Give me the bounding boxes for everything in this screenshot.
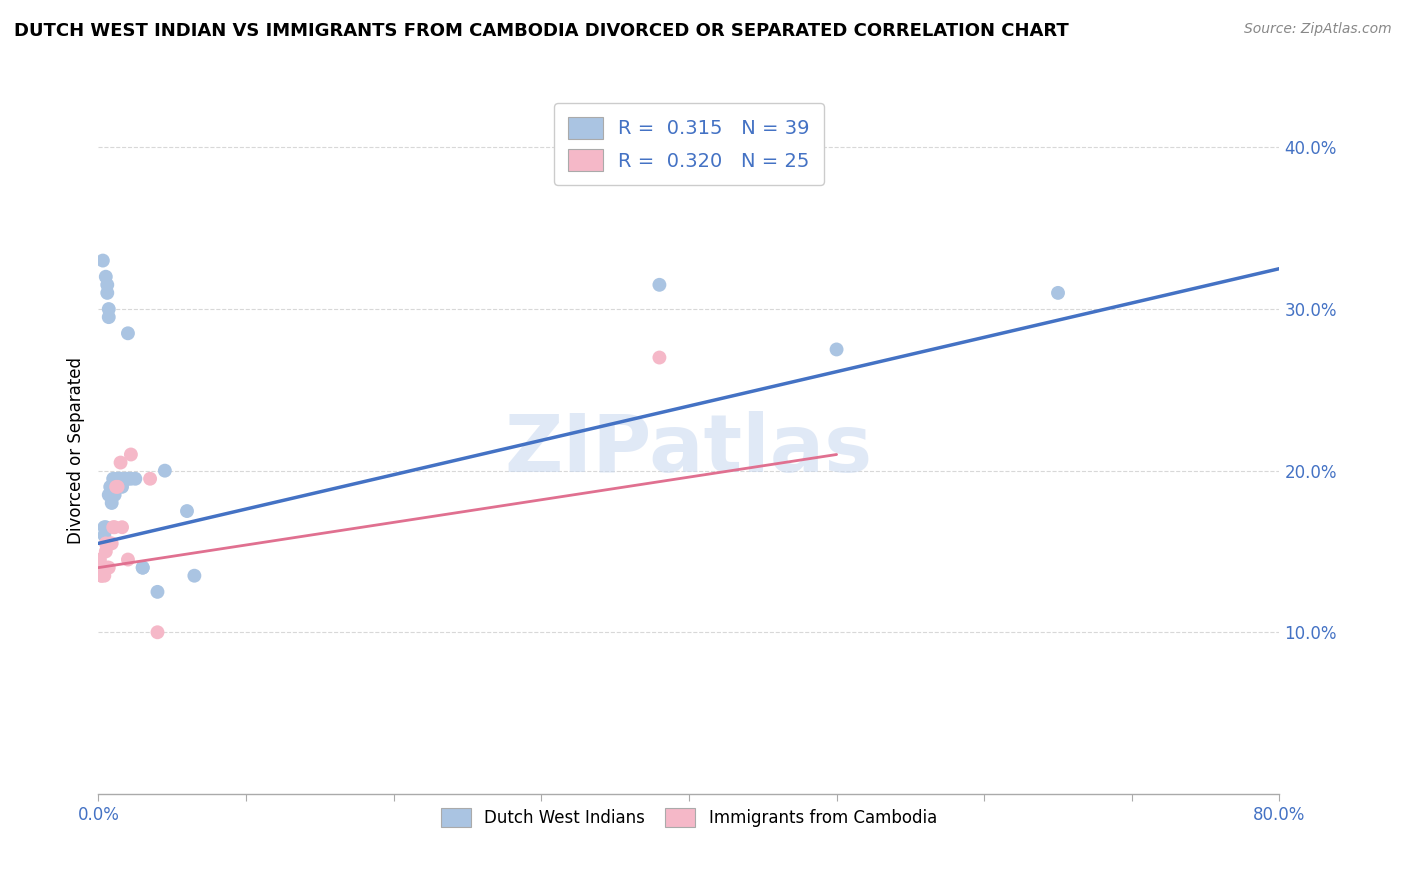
Text: ZIPatlas: ZIPatlas (505, 411, 873, 490)
Point (111, 520, 134, 534)
Point (90, 568, 112, 582)
Point (96, 560, 118, 574)
Point (132, 560, 155, 574)
Point (93, 568, 115, 582)
Point (176, 504, 198, 518)
Point (648, 351, 671, 365)
Point (103, 472, 125, 486)
Point (91, 560, 114, 574)
Point (103, 488, 125, 502)
Point (97, 560, 120, 574)
Text: Source: ZipAtlas.com: Source: ZipAtlas.com (1244, 22, 1392, 37)
Point (100, 536, 122, 550)
Point (120, 472, 142, 486)
Point (100, 488, 122, 502)
Point (139, 472, 162, 486)
Point (110, 456, 132, 470)
Point (111, 480, 134, 494)
Point (105, 480, 128, 494)
Point (146, 625, 169, 640)
Point (96, 285, 118, 300)
Point (107, 472, 129, 486)
Point (146, 585, 169, 599)
Point (93, 528, 115, 542)
Text: DUTCH WEST INDIAN VS IMMIGRANTS FROM CAMBODIA DIVORCED OR SEPARATED CORRELATION : DUTCH WEST INDIAN VS IMMIGRANTS FROM CAM… (14, 22, 1069, 40)
Point (98, 480, 121, 494)
Point (94, 544, 117, 558)
Point (153, 464, 176, 478)
Point (98, 488, 121, 502)
Point (110, 472, 132, 486)
Point (89, 552, 111, 566)
Point (91, 560, 114, 574)
Point (90, 568, 112, 582)
Point (104, 480, 127, 494)
Point (94, 536, 117, 550)
Point (96, 277, 118, 292)
Point (94, 520, 117, 534)
Point (97, 488, 120, 502)
Point (1046, 285, 1070, 300)
Point (183, 568, 205, 582)
Point (120, 448, 142, 462)
Point (825, 343, 848, 357)
Point (103, 520, 125, 534)
Point (117, 472, 139, 486)
Point (100, 496, 122, 510)
Point (97, 310, 120, 325)
Point (132, 560, 155, 574)
Point (105, 480, 128, 494)
Point (114, 472, 136, 486)
Point (108, 472, 131, 486)
Point (124, 472, 146, 486)
Point (89, 560, 111, 574)
Point (107, 480, 129, 494)
Point (98, 536, 121, 550)
Point (93, 520, 115, 534)
Point (648, 277, 671, 292)
Legend: Dutch West Indians, Immigrants from Cambodia: Dutch West Indians, Immigrants from Camb… (434, 801, 943, 834)
Point (91, 253, 114, 268)
Y-axis label: Divorced or Separated: Divorced or Separated (66, 357, 84, 544)
Point (97, 301, 120, 316)
Point (104, 520, 127, 534)
Point (94, 269, 117, 284)
Point (104, 488, 127, 502)
Point (100, 480, 122, 494)
Point (93, 560, 115, 574)
Point (103, 480, 125, 494)
Point (117, 552, 139, 566)
Point (117, 326, 139, 341)
